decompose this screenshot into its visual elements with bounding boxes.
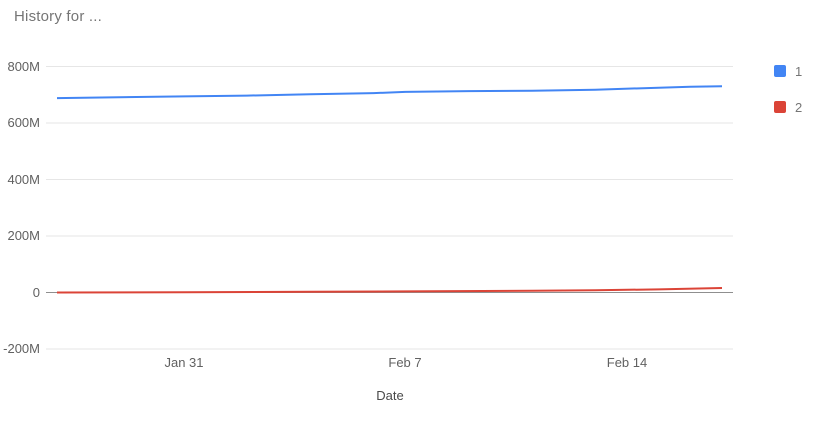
series-1-color-swatch-icon [774,65,786,77]
y-tick-label: 0 [32,285,40,300]
y-tick-label: -200M [3,341,40,356]
chart-title: History for ... [14,8,103,25]
y-tick-label: 200M [7,228,40,243]
x-tick-label: Feb 14 [606,355,648,370]
y-tick-label: 600M [7,115,40,130]
legend-label: 1 [795,63,803,79]
x-tick-label: Feb 7 [388,355,422,370]
y-tick-label: 800M [7,59,40,74]
legend-item-series-2: 2 [774,99,803,115]
x-axis-title: Date [376,388,404,403]
legend-item-series-1: 1 [774,63,803,79]
chart-legend: 1 2 [774,64,802,136]
x-tick-label: Jan 31 [164,355,204,370]
y-tick-label: 400M [7,172,40,187]
legend-label: 2 [795,99,803,115]
series-line-1[interactable] [56,85,723,100]
series-2-color-swatch-icon [774,101,786,113]
series-line-2[interactable] [56,287,723,294]
